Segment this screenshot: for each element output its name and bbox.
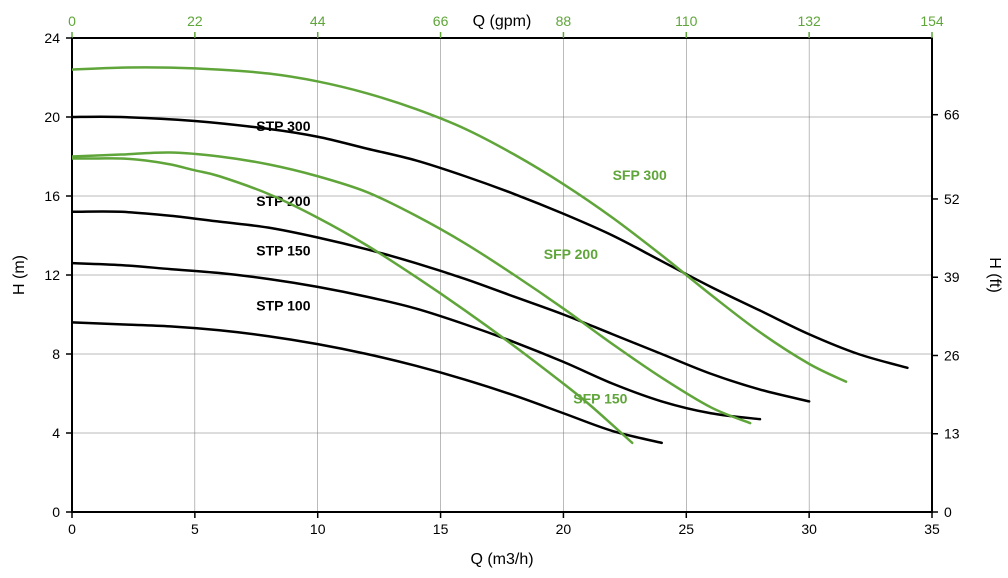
series-label-stp-300: STP 300 (256, 118, 310, 134)
y-left-tick-label: 20 (44, 109, 60, 125)
y-left-tick-label: 16 (44, 188, 60, 204)
x-top-tick-label: 0 (68, 13, 76, 29)
x-top-tick-label: 132 (797, 13, 821, 29)
chart-svg: 0 5 10 15 20 25 30 35 Q (m3/h) 0 22 44 66 88 110 132 154… (0, 0, 1008, 578)
y-left-tick-label: 0 (52, 504, 60, 520)
x-bottom-tick-label: 5 (191, 521, 199, 537)
x-bottom-tick-label: 10 (310, 521, 326, 537)
x-top-tick-label: 22 (187, 13, 203, 29)
y-right-tick-label: 66 (944, 107, 960, 123)
series-label-stp-100: STP 100 (256, 298, 310, 314)
y-right-tick-label: 52 (944, 191, 960, 207)
x-bottom-tick-label: 25 (678, 521, 694, 537)
series-label-sfp-200: SFP 200 (544, 246, 598, 262)
y-right-axis-label: H (ft) (986, 257, 1003, 293)
y-left-tick-label: 12 (44, 267, 60, 283)
x-top-axis-label: Q (gpm) (473, 13, 532, 30)
pump-curve-chart: 0 5 10 15 20 25 30 35 Q (m3/h) 0 22 44 66 88 110 132 154… (0, 0, 1008, 578)
series-label-sfp-300: SFP 300 (613, 167, 667, 183)
series-label-sfp-150: SFP 150 (573, 390, 627, 406)
y-right-tick-label: 0 (944, 504, 952, 520)
x-top-tick-label: 154 (920, 13, 944, 29)
y-right-tick-label: 39 (944, 269, 960, 285)
x-bottom-tick-label: 15 (433, 521, 449, 537)
y-right-tick-label: 13 (944, 426, 960, 442)
y-left-tick-label: 4 (52, 425, 60, 441)
y-left-tick-label: 24 (44, 30, 60, 46)
y-right-tick-label: 26 (944, 347, 960, 363)
x-top-tick-label: 66 (433, 13, 449, 29)
x-top-tick-label: 88 (556, 13, 572, 29)
x-top-tick-label: 44 (310, 13, 326, 29)
x-bottom-tick-label: 35 (924, 521, 940, 537)
x-bottom-tick-label: 0 (68, 521, 76, 537)
x-bottom-tick-label: 30 (801, 521, 817, 537)
y-left-axis-label: H (m) (11, 255, 28, 295)
series-label-stp-150: STP 150 (256, 242, 310, 258)
x-bottom-tick-label: 20 (556, 521, 572, 537)
x-top-tick-label: 110 (675, 13, 698, 29)
x-bottom-axis-label: Q (m3/h) (470, 551, 533, 568)
y-left-tick-label: 8 (52, 346, 60, 362)
